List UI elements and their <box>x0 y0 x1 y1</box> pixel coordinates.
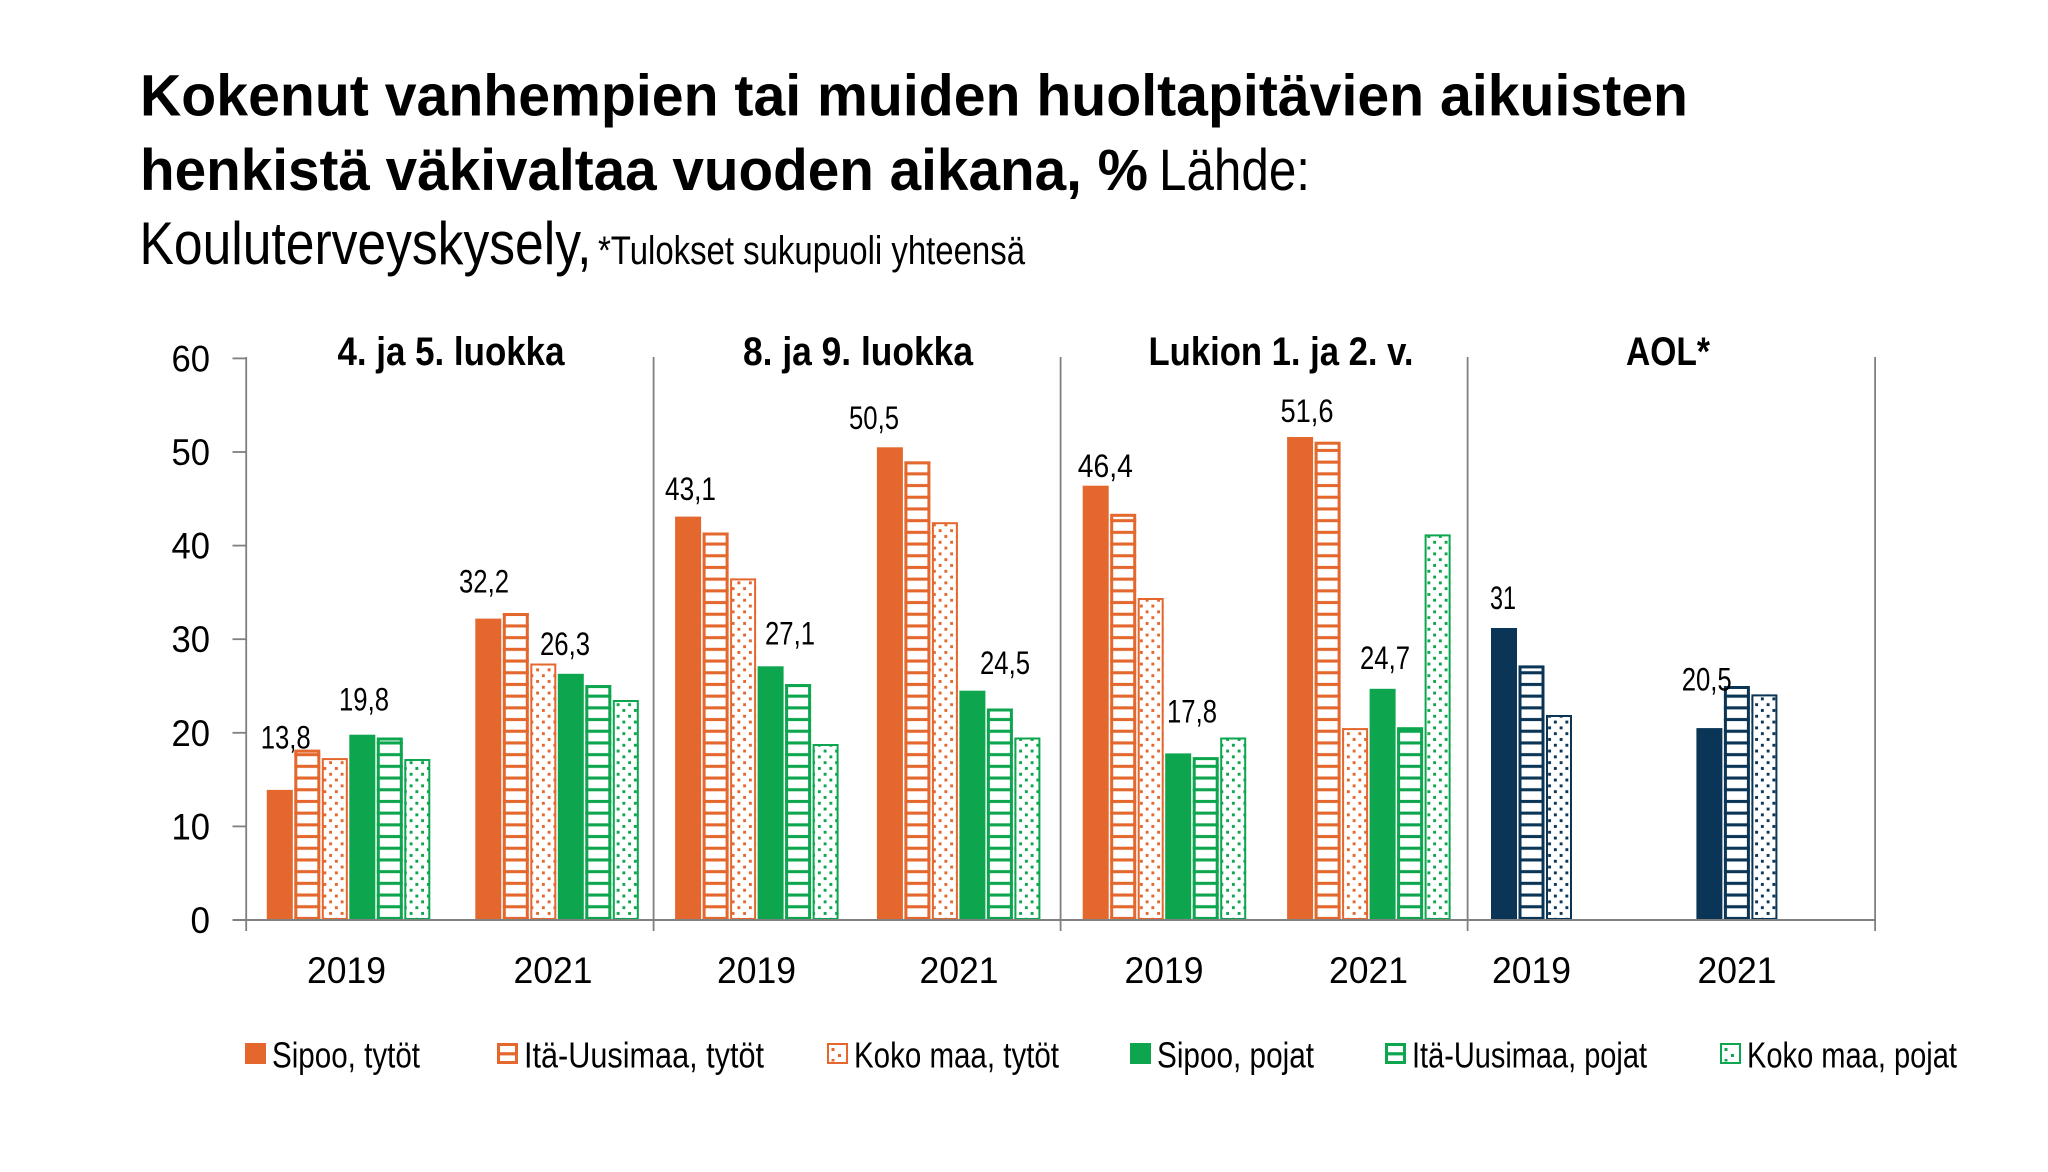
svg-text:8. ja 9. luokka: 8. ja 9. luokka <box>743 330 974 374</box>
svg-text:30: 30 <box>172 619 211 660</box>
svg-text:Lukion 1. ja 2. v.: Lukion 1. ja 2. v. <box>1149 330 1414 374</box>
svg-text:24,7: 24,7 <box>1360 640 1410 676</box>
svg-text:43,1: 43,1 <box>665 471 716 507</box>
svg-text:4. ja 5. luokka: 4. ja 5. luokka <box>338 330 566 374</box>
svg-text:Koko maa, pojat: Koko maa, pojat <box>1747 1035 1957 1076</box>
svg-text:46,4: 46,4 <box>1078 448 1133 484</box>
svg-text:Itä-Uusimaa, pojat: Itä-Uusimaa, pojat <box>1412 1035 1647 1076</box>
svg-text:*Tulokset sukupuoli yhteensä: *Tulokset sukupuoli yhteensä <box>598 229 1026 273</box>
svg-text:Itä-Uusimaa, tytöt: Itä-Uusimaa, tytöt <box>524 1035 764 1076</box>
svg-text:Kouluterveyskysely,: Kouluterveyskysely, <box>140 210 592 277</box>
svg-text:2021: 2021 <box>920 950 999 991</box>
svg-text:2019: 2019 <box>1492 950 1571 991</box>
svg-text:AOL*: AOL* <box>1626 330 1710 374</box>
svg-text:17,8: 17,8 <box>1167 693 1217 729</box>
svg-text:20,5: 20,5 <box>1682 662 1732 698</box>
svg-text:60: 60 <box>172 338 211 379</box>
svg-text:Sipoo, pojat: Sipoo, pojat <box>1157 1035 1314 1076</box>
svg-text:40: 40 <box>172 526 211 567</box>
svg-text:2021: 2021 <box>514 950 593 991</box>
svg-text:32,2: 32,2 <box>459 564 509 600</box>
svg-text:51,6: 51,6 <box>1281 393 1334 429</box>
svg-text:Sipoo, tytöt: Sipoo, tytöt <box>272 1035 420 1076</box>
svg-text:henkistä väkivaltaa vuoden aik: henkistä väkivaltaa vuoden aikana, % <box>140 138 1148 203</box>
svg-text:Kokenut vanhempien tai muiden: Kokenut vanhempien tai muiden huoltapitä… <box>140 64 1688 129</box>
svg-text:50: 50 <box>172 432 211 473</box>
svg-text:2019: 2019 <box>307 950 386 991</box>
svg-text:Koko maa, tytöt: Koko maa, tytöt <box>854 1035 1059 1076</box>
svg-text:2019: 2019 <box>717 950 796 991</box>
svg-text:20: 20 <box>172 713 211 754</box>
svg-text:2019: 2019 <box>1125 950 1204 991</box>
svg-text:24,5: 24,5 <box>980 645 1030 681</box>
svg-text:Lähde:: Lähde: <box>1159 138 1310 203</box>
svg-text:13,8: 13,8 <box>261 720 311 756</box>
svg-text:50,5: 50,5 <box>849 400 899 436</box>
svg-text:2021: 2021 <box>1698 950 1777 991</box>
svg-text:0: 0 <box>191 900 211 941</box>
svg-text:31: 31 <box>1490 580 1516 616</box>
svg-text:10: 10 <box>172 806 211 847</box>
svg-text:27,1: 27,1 <box>765 616 815 652</box>
svg-text:19,8: 19,8 <box>339 682 389 718</box>
svg-text:2021: 2021 <box>1329 950 1408 991</box>
svg-text:26,3: 26,3 <box>540 626 590 662</box>
